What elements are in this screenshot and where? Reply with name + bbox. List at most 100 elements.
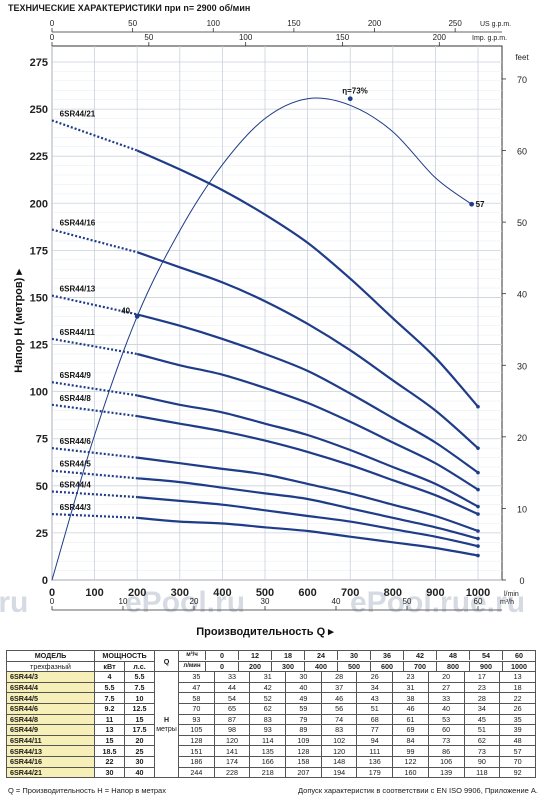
y-tick-label: 75 [36,434,48,446]
model-cell: 6SR44/5 [6,692,95,704]
head-value-cell: 28 [463,692,501,704]
kw-cell: 4 [94,671,125,683]
q-lmin-cell: 900 [469,662,502,671]
m3h-tick-label: 60 [474,597,483,606]
series-end-point [476,536,480,541]
feet-tick-label: 50 [517,218,527,228]
head-value-cell: 46 [320,692,358,704]
model-cell: 6SR44/13 [6,745,95,757]
q-symbol: Q [163,656,170,666]
q-m3h-cell: 48 [436,651,469,661]
series-end-point [476,404,480,409]
head-value-cell: 57 [499,745,536,757]
model-cell: 6SR44/9 [6,724,95,736]
series-line [137,456,479,533]
feet-tick-label: 20 [517,433,527,443]
efficiency-point-57 [469,201,475,207]
x-axis-title: Производительность Q ▸ [196,626,334,638]
efficiency-point-40 [134,313,140,319]
three-phase-header: трехфазный [6,660,95,673]
head-value-cell: 158 [285,755,322,768]
hp-cell: 20 [123,734,156,747]
series-line-dashed [51,513,138,519]
y-tick-label: 125 [30,340,48,352]
head-value-cell: 84 [392,734,429,747]
x-tick-label: 400 [213,587,231,599]
head-value-cell: 54 [213,692,251,704]
hp-cell: 5.5 [123,671,156,683]
head-value-cell: 56 [320,702,358,715]
x-tick-label: 800 [384,587,402,599]
head-value-cell: 77 [356,724,394,736]
power-header: МОЩНОСТЬ [93,650,156,662]
series-line [137,496,479,548]
series-label: 6SR44/21 [60,109,96,118]
x-unit-us: US g.p.m. [480,21,511,28]
y-tick-label: 25 [36,528,48,540]
q-m3h-cell: 60 [502,651,534,661]
x-unit-m3h: m³/h [500,599,514,606]
head-value-cell: 86 [427,745,465,757]
y-axis-title: Напор H (метров) ▸ [13,269,25,373]
series-line-dashed [51,294,138,316]
y-tick-label: 200 [30,198,48,210]
performance-table: МОДЕЛЬ МОЩНОСТЬ Q м³/ч 0 12 18 24 30 36 42 48 54 6… [6,649,536,779]
head-value-cell: 31 [392,681,429,694]
q-header: Q [154,649,180,673]
head-value-cell: 40 [427,702,465,715]
kw-header: кВт [94,660,125,673]
head-value-cell: 106 [427,755,465,768]
q-m3h-cell: 12 [238,651,271,661]
series-line [137,516,479,557]
watermark-text: e.ru [470,586,525,619]
q-m3h-cell: 54 [469,651,502,661]
head-value-cell: 62 [463,734,501,747]
efficiency-line [51,97,472,581]
series-end-point [476,446,480,450]
head-value-cell: 128 [178,734,215,747]
head-value-cell: 244 [178,766,215,779]
series-label: 6SR44/9 [60,371,92,380]
head-value-cell: 105 [178,724,215,736]
q-lmin-cell: 800 [436,662,469,671]
head-value-cell: 90 [463,755,501,768]
series-line-dashed [51,337,138,356]
head-value-cell: 44 [213,681,251,694]
table-row: 6SR44/4 5.5 7.5 47 44 42 40 37 34 31 27 23 18 [6,681,536,694]
series-end-point [476,470,480,475]
series-line-dashed [51,403,138,418]
head-value-cell: 62 [249,702,287,715]
series-line [137,415,479,516]
head-value-cell: 70 [499,755,536,768]
q-m3h-cell: 18 [271,651,304,661]
series-end-point [476,504,480,509]
series-line-dashed [51,469,138,480]
head-value-cell: 141 [213,745,251,757]
efficiency-peak-point [347,96,353,102]
head-value-cell: 52 [249,692,287,704]
imp-tick-label: 100 [239,33,253,42]
us-tick-label: 150 [287,19,301,28]
series-line [136,352,479,491]
head-value-cell: 43 [356,692,394,704]
head-value-cell: 218 [249,766,287,779]
q-m3h-cell: 30 [337,651,370,661]
series-line [137,477,479,540]
head-value-cell: 73 [427,734,465,747]
head-value-cell: 194 [320,766,358,779]
feet-tick-label: 70 [517,75,527,85]
model-cell: 6SR44/11 [6,734,95,747]
footer-legend: Q = Производительность H = Напор в метра… [8,786,166,795]
q-m3h-values: м³/ч 0 12 18 24 30 36 42 48 54 60 [180,651,535,661]
series-line-dashed [51,228,138,254]
head-value-cell: 31 [249,671,287,683]
us-tick-label: 200 [368,19,382,28]
hp-header: л.с. [123,660,156,673]
head-value-cell: 89 [285,724,322,736]
table-row: 6SR44/5 7.5 10 58 54 52 49 46 43 38 33 28 22 [6,692,536,704]
hp-cell: 17.5 [123,724,156,736]
q-m3h-cell: 24 [304,651,337,661]
q-lmin-cell: 1000 [502,662,534,671]
hp-cell: 25 [123,745,156,757]
